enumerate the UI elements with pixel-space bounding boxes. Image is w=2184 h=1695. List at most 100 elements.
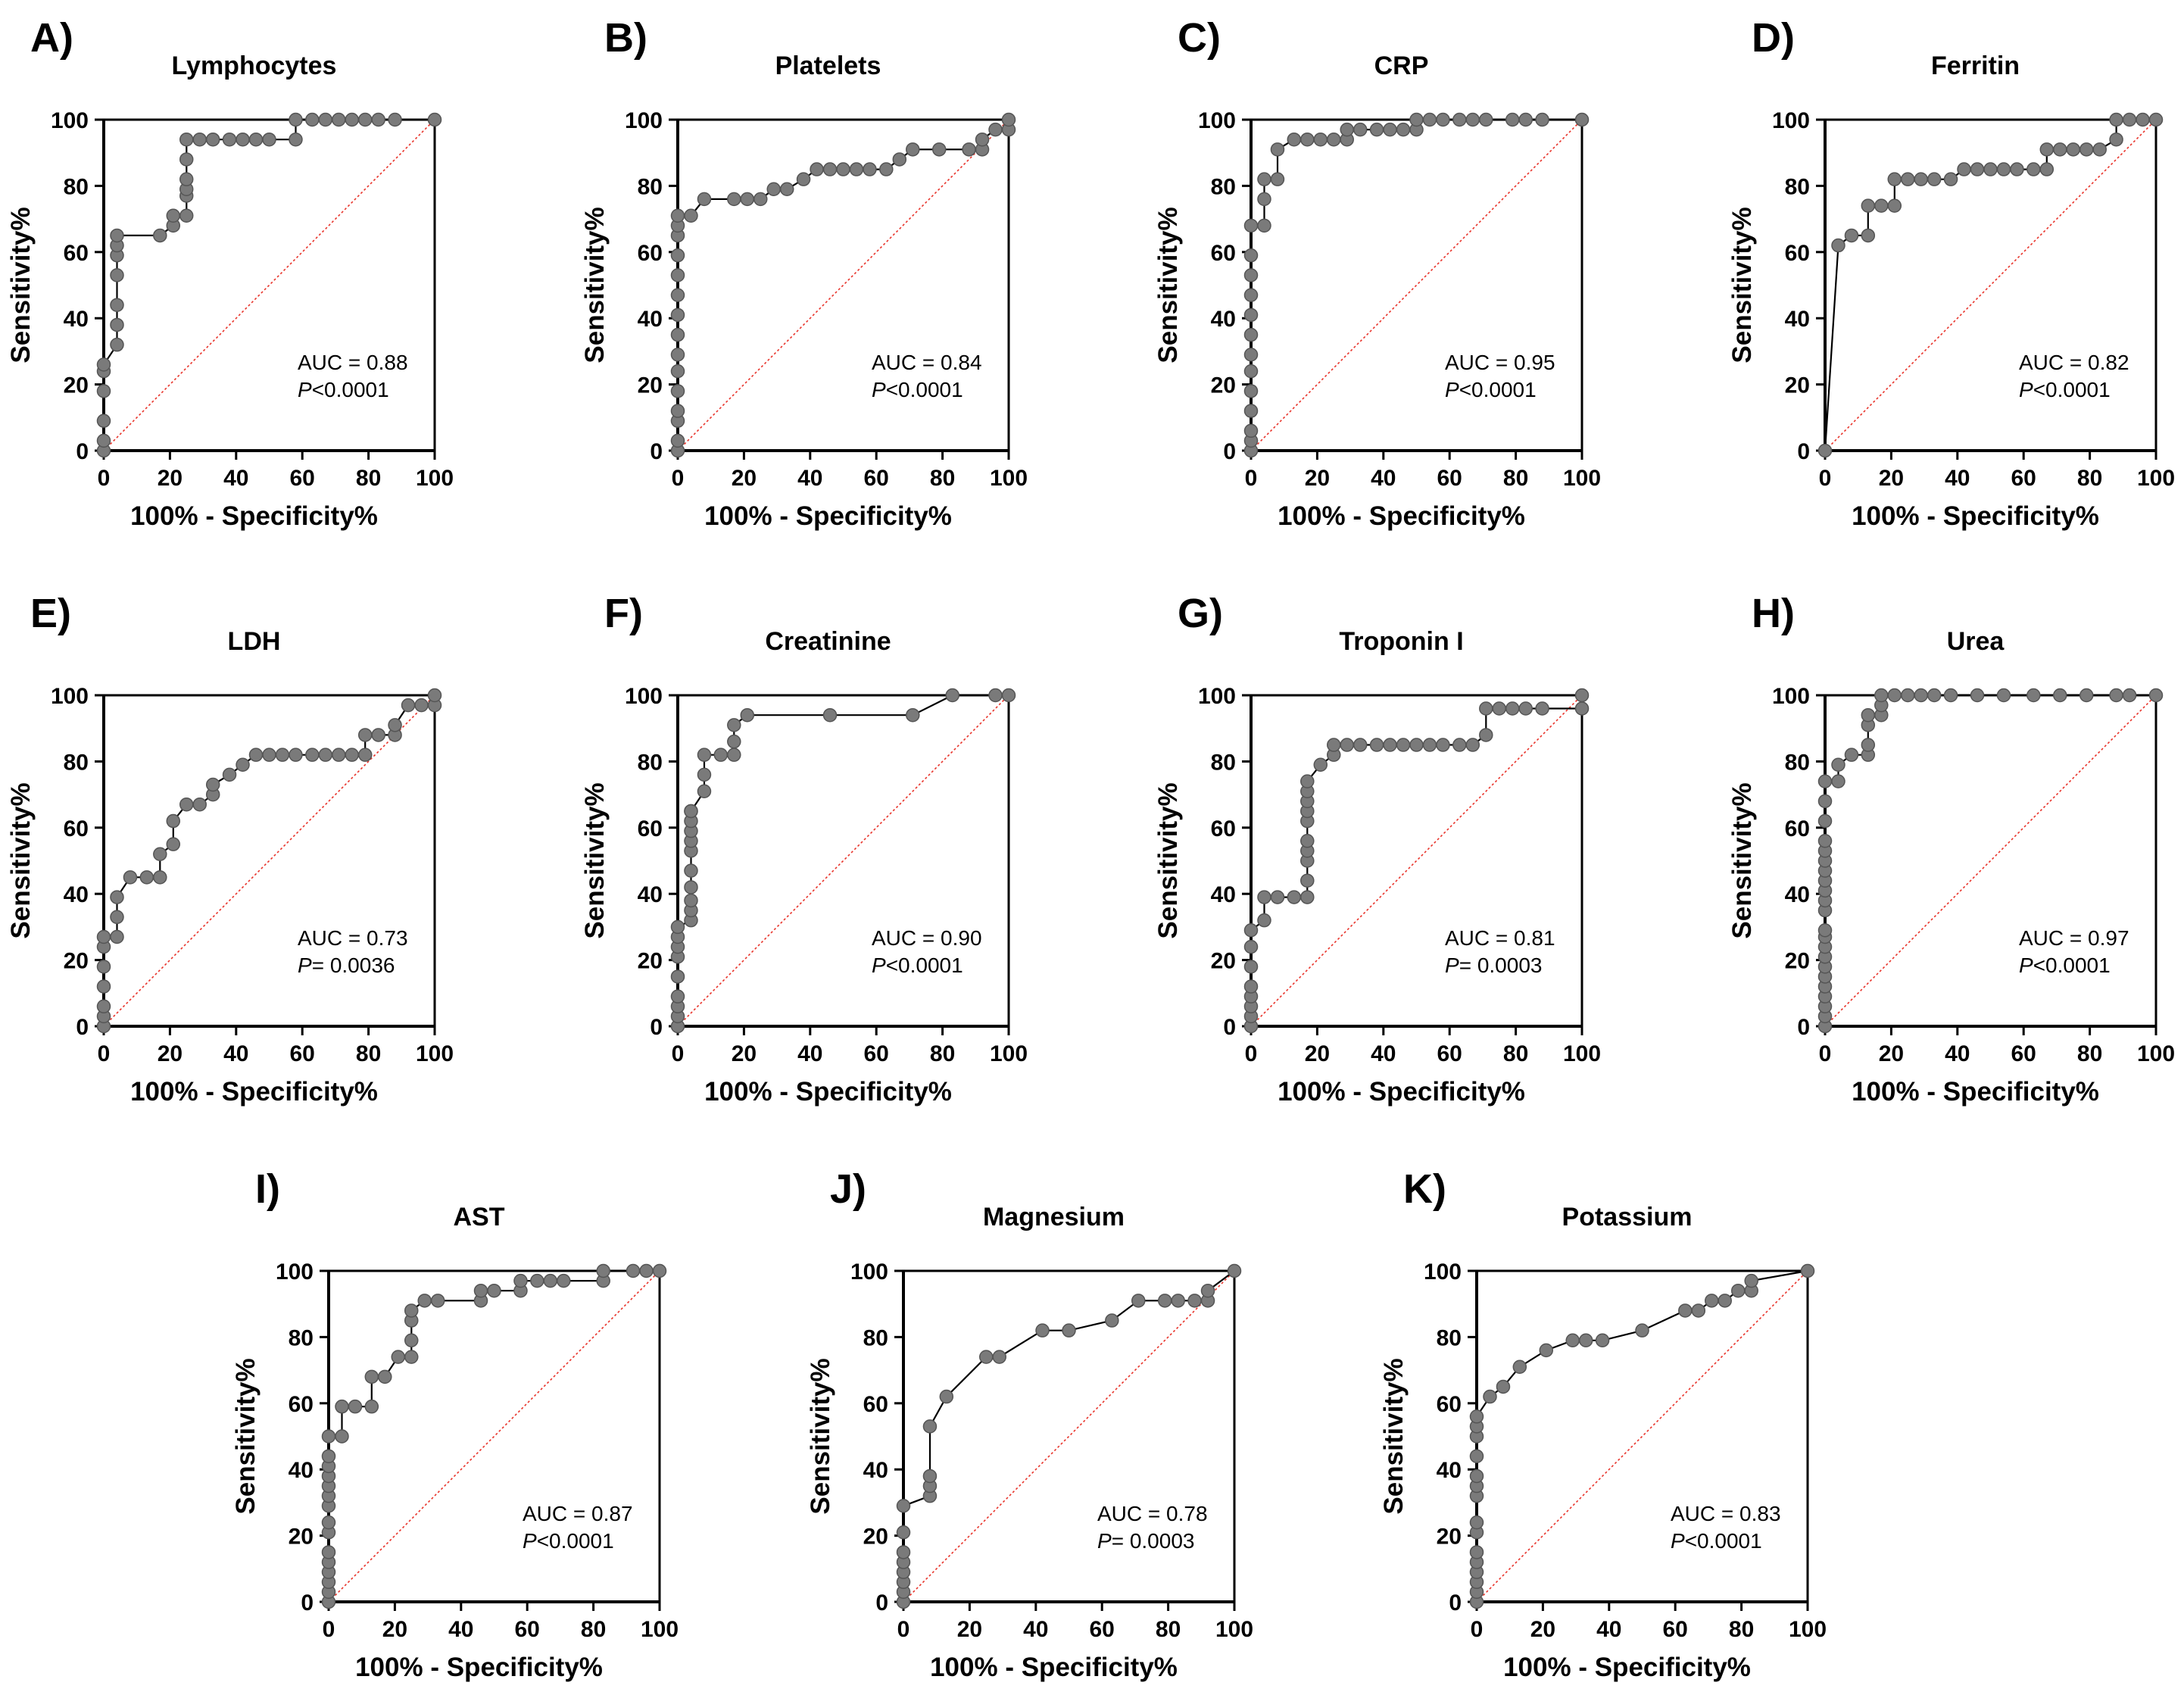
roc-point [1817,834,1833,848]
x-tick-label: 100 [1563,466,1601,491]
p-symbol: P [298,378,312,401]
roc-point [1257,218,1271,233]
x-tick-label: 60 [290,466,315,491]
p-value-label: P<0.0001 [298,378,389,401]
roc-point [1479,728,1493,742]
p-value: <0.0001 [1685,1529,1762,1553]
x-tick-label: 20 [732,466,757,491]
roc-point [697,784,712,798]
x-axis-label: 100% - Specificity% [1503,1653,1751,1682]
roc-point [684,880,698,894]
x-tick-label: 40 [223,1041,248,1066]
roc-point [1861,707,1876,723]
roc-point [364,1399,379,1414]
roc-point [2026,162,2041,176]
y-tick-label: 100 [1772,684,1810,709]
panel-letter: I) [255,1166,280,1212]
roc-point [2079,688,2094,703]
x-tick-label: 80 [356,1041,381,1066]
roc-point [1718,1294,1732,1308]
roc-point [153,228,167,243]
x-tick-label: 40 [797,1041,822,1066]
roc-point [1578,1333,1593,1348]
y-tick-label: 60 [1437,1392,1462,1417]
reference-line [103,695,435,1027]
roc-point [906,707,920,723]
x-tick-label: 20 [732,1041,757,1066]
roc-point [879,162,894,176]
p-value: <0.0001 [2033,954,2111,977]
y-tick-label: 60 [64,816,89,841]
x-axis-label: 100% - Specificity% [130,1077,378,1107]
x-tick-label: 20 [1879,1041,1904,1066]
roc-point [849,162,864,176]
roc-point [1243,364,1259,379]
p-symbol: P [2019,378,2033,401]
roc-point [1465,112,1480,127]
y-axis-label: Sensitivity% [1727,207,1757,363]
roc-point [670,248,685,263]
roc-point [1844,228,1859,243]
roc-point [2148,112,2164,127]
p-value: <0.0001 [886,378,963,401]
roc-point [626,1263,641,1278]
roc-point [1243,423,1259,439]
x-tick-label: 0 [1245,466,1258,491]
y-tick-label: 100 [1198,684,1236,709]
roc-point [2136,112,2150,127]
y-tick-label: 80 [1211,174,1236,199]
roc-point [863,162,877,176]
roc-point [931,142,947,157]
roc-point [740,192,755,207]
reference-line [1476,1270,1808,1603]
y-tick-label: 80 [1211,750,1236,775]
roc-point [236,757,250,773]
roc-point [2053,688,2067,703]
panel-letter: J) [830,1166,866,1212]
roc-point [1914,688,1928,703]
roc-point [2109,132,2123,147]
roc-point [1817,813,1833,829]
roc-point [305,112,320,127]
y-tick-label: 100 [1198,108,1236,133]
panel-title: LDH [228,627,281,656]
panel-title: Ferritin [1931,52,2020,80]
roc-point [96,433,111,448]
y-tick-label: 100 [625,108,663,133]
x-tick-label: 40 [1945,466,1970,491]
roc-point [1505,112,1520,127]
roc-point [110,268,124,282]
roc-point [1422,738,1437,752]
roc-panel-9: I) AST 00 20 20 40 40 60 60 80 80 100 100 100% - Spec… [231,1166,679,1682]
roc-panel-2: B) Platelets 00 20 20 40 40 60 60 80 80 100 100 100% … [580,15,1028,531]
y-tick-label: 100 [276,1260,314,1285]
roc-point [1243,218,1259,233]
roc-point [766,182,781,197]
roc-point [1943,172,1958,186]
x-tick-label: 40 [797,466,822,491]
roc-point [1409,112,1424,127]
roc-point [670,288,685,302]
x-tick-label: 80 [1729,1617,1754,1642]
roc-point [2092,142,2107,157]
roc-point [1535,112,1549,127]
roc-point [1383,122,1397,137]
x-tick-label: 0 [1819,466,1832,491]
reference-line [1250,119,1583,451]
y-tick-label: 0 [650,1015,663,1040]
x-axis-label: 100% - Specificity% [1852,1077,2099,1107]
p-value-label: P<0.0001 [2019,378,2111,401]
roc-point [697,192,712,207]
roc-point [1300,774,1315,788]
roc-point [670,919,685,935]
y-tick-label: 60 [289,1392,314,1417]
roc-point [1287,132,1302,147]
roc-point [153,870,167,885]
roc-point [1574,112,1590,127]
x-tick-label: 20 [382,1617,407,1642]
roc-point [988,122,1003,137]
roc-point [670,433,685,448]
roc-point [1901,172,1915,186]
x-tick-label: 100 [416,466,454,491]
